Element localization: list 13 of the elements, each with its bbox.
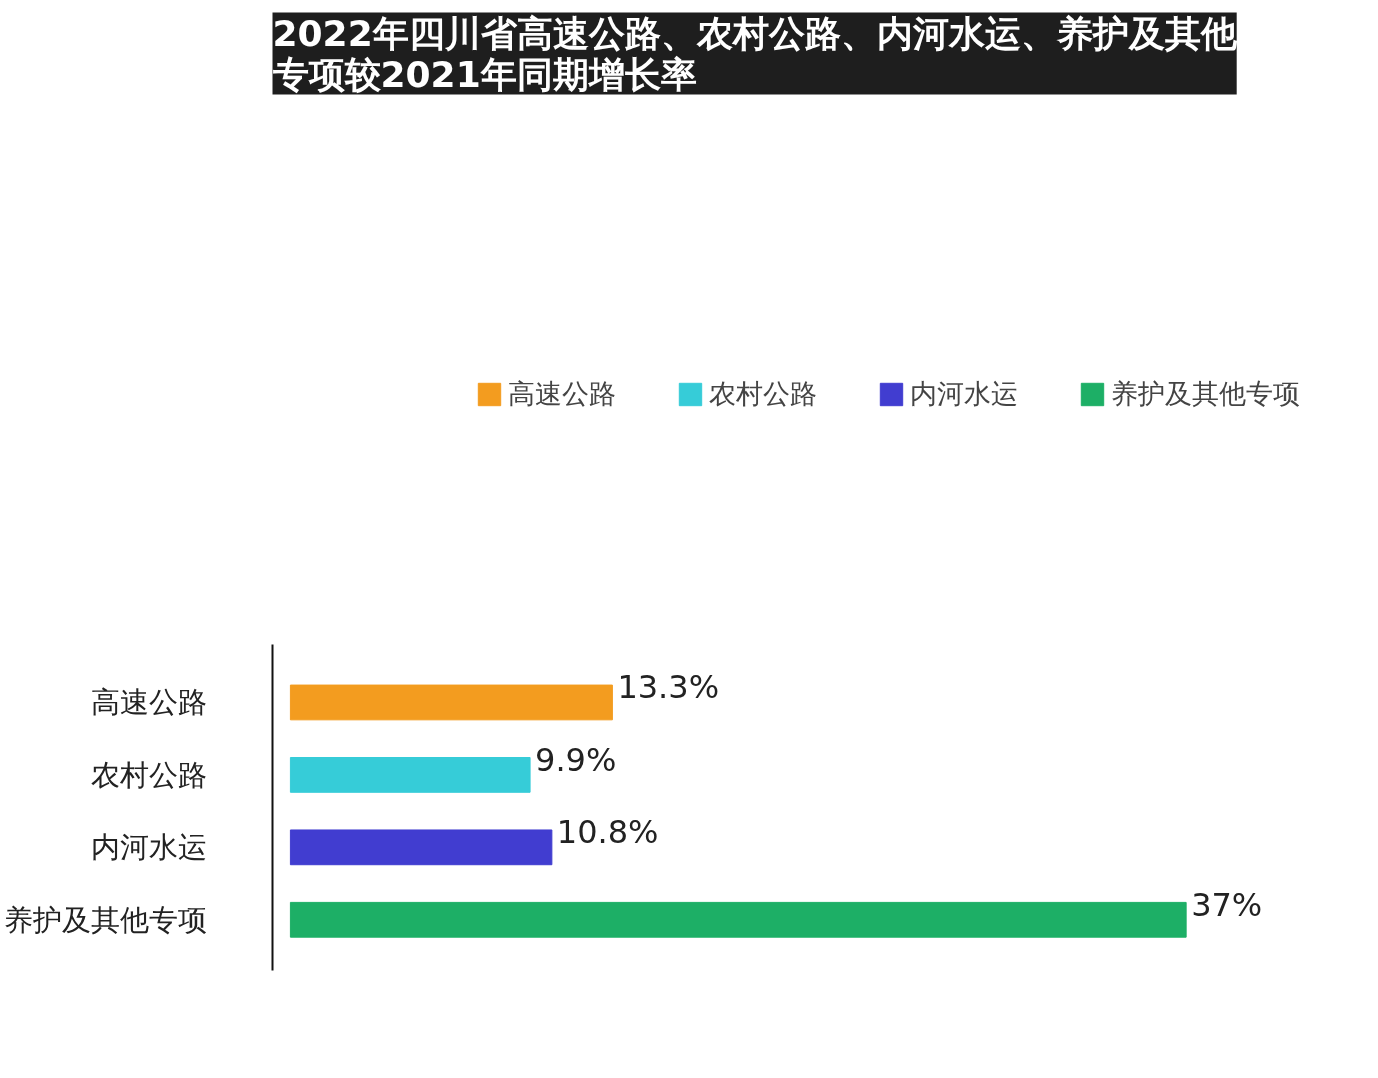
data-label: 10.8% (556, 813, 659, 852)
data-label: 9.9% (535, 740, 617, 779)
y-tick-label: 高速公路 (90, 685, 207, 720)
y-tick-label: 养护及其他专项 (3, 902, 207, 937)
chart-title: 2022年四川省高速公路、农村公路、内河水运、养护及其他专项较2021年同期增长率 (272, 12, 1238, 95)
y-tick-label: 内河水运 (90, 830, 207, 865)
data-label: 13.3% (617, 668, 720, 707)
y-tick-label: 农村公路 (90, 757, 207, 792)
data-label: 37% (1191, 885, 1263, 924)
legend-label: 养护及其他专项 (1111, 377, 1300, 411)
legend-label: 高速公路 (508, 377, 616, 411)
legend-label: 内河水运 (910, 377, 1018, 411)
legend-label: 农村公路 (709, 377, 817, 411)
